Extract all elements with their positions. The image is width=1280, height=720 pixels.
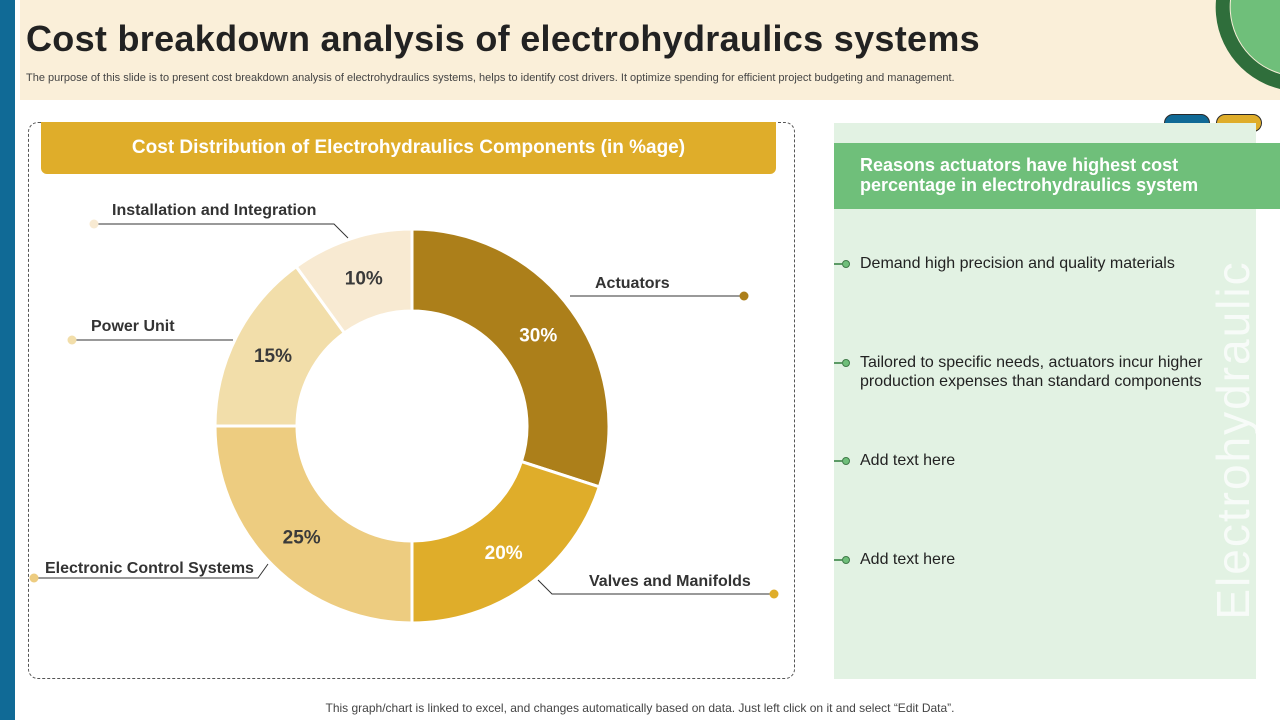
footer-note: This graph/chart is linked to excel, and… xyxy=(0,701,1280,715)
leader-line xyxy=(34,563,269,579)
reason-text: Demand high precision and quality materi… xyxy=(860,255,1175,272)
bullet-connector xyxy=(834,460,842,462)
slice-value-label: 20% xyxy=(485,543,523,564)
bullet-dot-icon xyxy=(842,457,850,465)
leader-line xyxy=(94,223,349,239)
leader-line xyxy=(537,579,774,595)
corner-arc-decoration xyxy=(1215,0,1280,89)
leader-dot-icon xyxy=(769,589,779,599)
slice-value-label: 30% xyxy=(519,325,557,346)
slice-category-label: Valves and Manifolds xyxy=(589,573,751,590)
page-subtitle: The purpose of this slide is to present … xyxy=(26,72,955,84)
bullet-connector xyxy=(834,559,842,561)
footer-text: This graph/chart is linked to excel, and… xyxy=(325,701,955,715)
slice-value-label: 10% xyxy=(345,269,383,290)
donut-slice-electronic-control-systems[interactable] xyxy=(213,424,414,625)
donut-chart[interactable]: 30% Actuators 20% Valves and Manifolds 25% El… xyxy=(28,174,795,674)
left-accent-bar xyxy=(0,0,15,720)
leader-dot-icon xyxy=(89,219,99,229)
bullet-connector xyxy=(834,362,842,364)
slice-category-label: Actuators xyxy=(595,275,670,292)
donut-slice-installation-and-integration[interactable] xyxy=(294,227,414,336)
header: Cost breakdown analysis of electrohydrau… xyxy=(20,0,1280,100)
chart-title-banner: Cost Distribution of Electrohydraulics C… xyxy=(41,122,776,174)
slice-value-label: 15% xyxy=(254,346,292,367)
donut-slice-valves-and-manifolds[interactable] xyxy=(410,459,602,625)
slice-value-label: 25% xyxy=(283,527,321,548)
leader-dot-icon xyxy=(67,335,77,345)
bullet-connector xyxy=(834,263,842,265)
page-title: Cost breakdown analysis of electrohydrau… xyxy=(26,18,980,59)
leader-dot-icon xyxy=(29,573,39,583)
reason-text: Tailored to specific needs, actuators in… xyxy=(860,354,1203,390)
reason-text: Add text here xyxy=(860,452,956,469)
slice-category-label: Power Unit xyxy=(91,318,175,335)
leader-dot-icon xyxy=(739,291,749,301)
bullet-dot-icon xyxy=(842,359,850,367)
slice-category-label: Electronic Control Systems xyxy=(45,560,254,577)
slice-category-label: Installation and Integration xyxy=(112,202,316,219)
bullet-dot-icon xyxy=(842,260,850,268)
reason-text: Add text here xyxy=(860,551,956,568)
donut-slice-actuators[interactable] xyxy=(410,227,611,489)
reasons-heading: Reasons actuators have highest cost perc… xyxy=(834,143,1280,209)
watermark-text: Electrohydraulic xyxy=(1207,260,1259,620)
reasons-panel xyxy=(834,123,1256,679)
bullet-dot-icon xyxy=(842,556,850,564)
